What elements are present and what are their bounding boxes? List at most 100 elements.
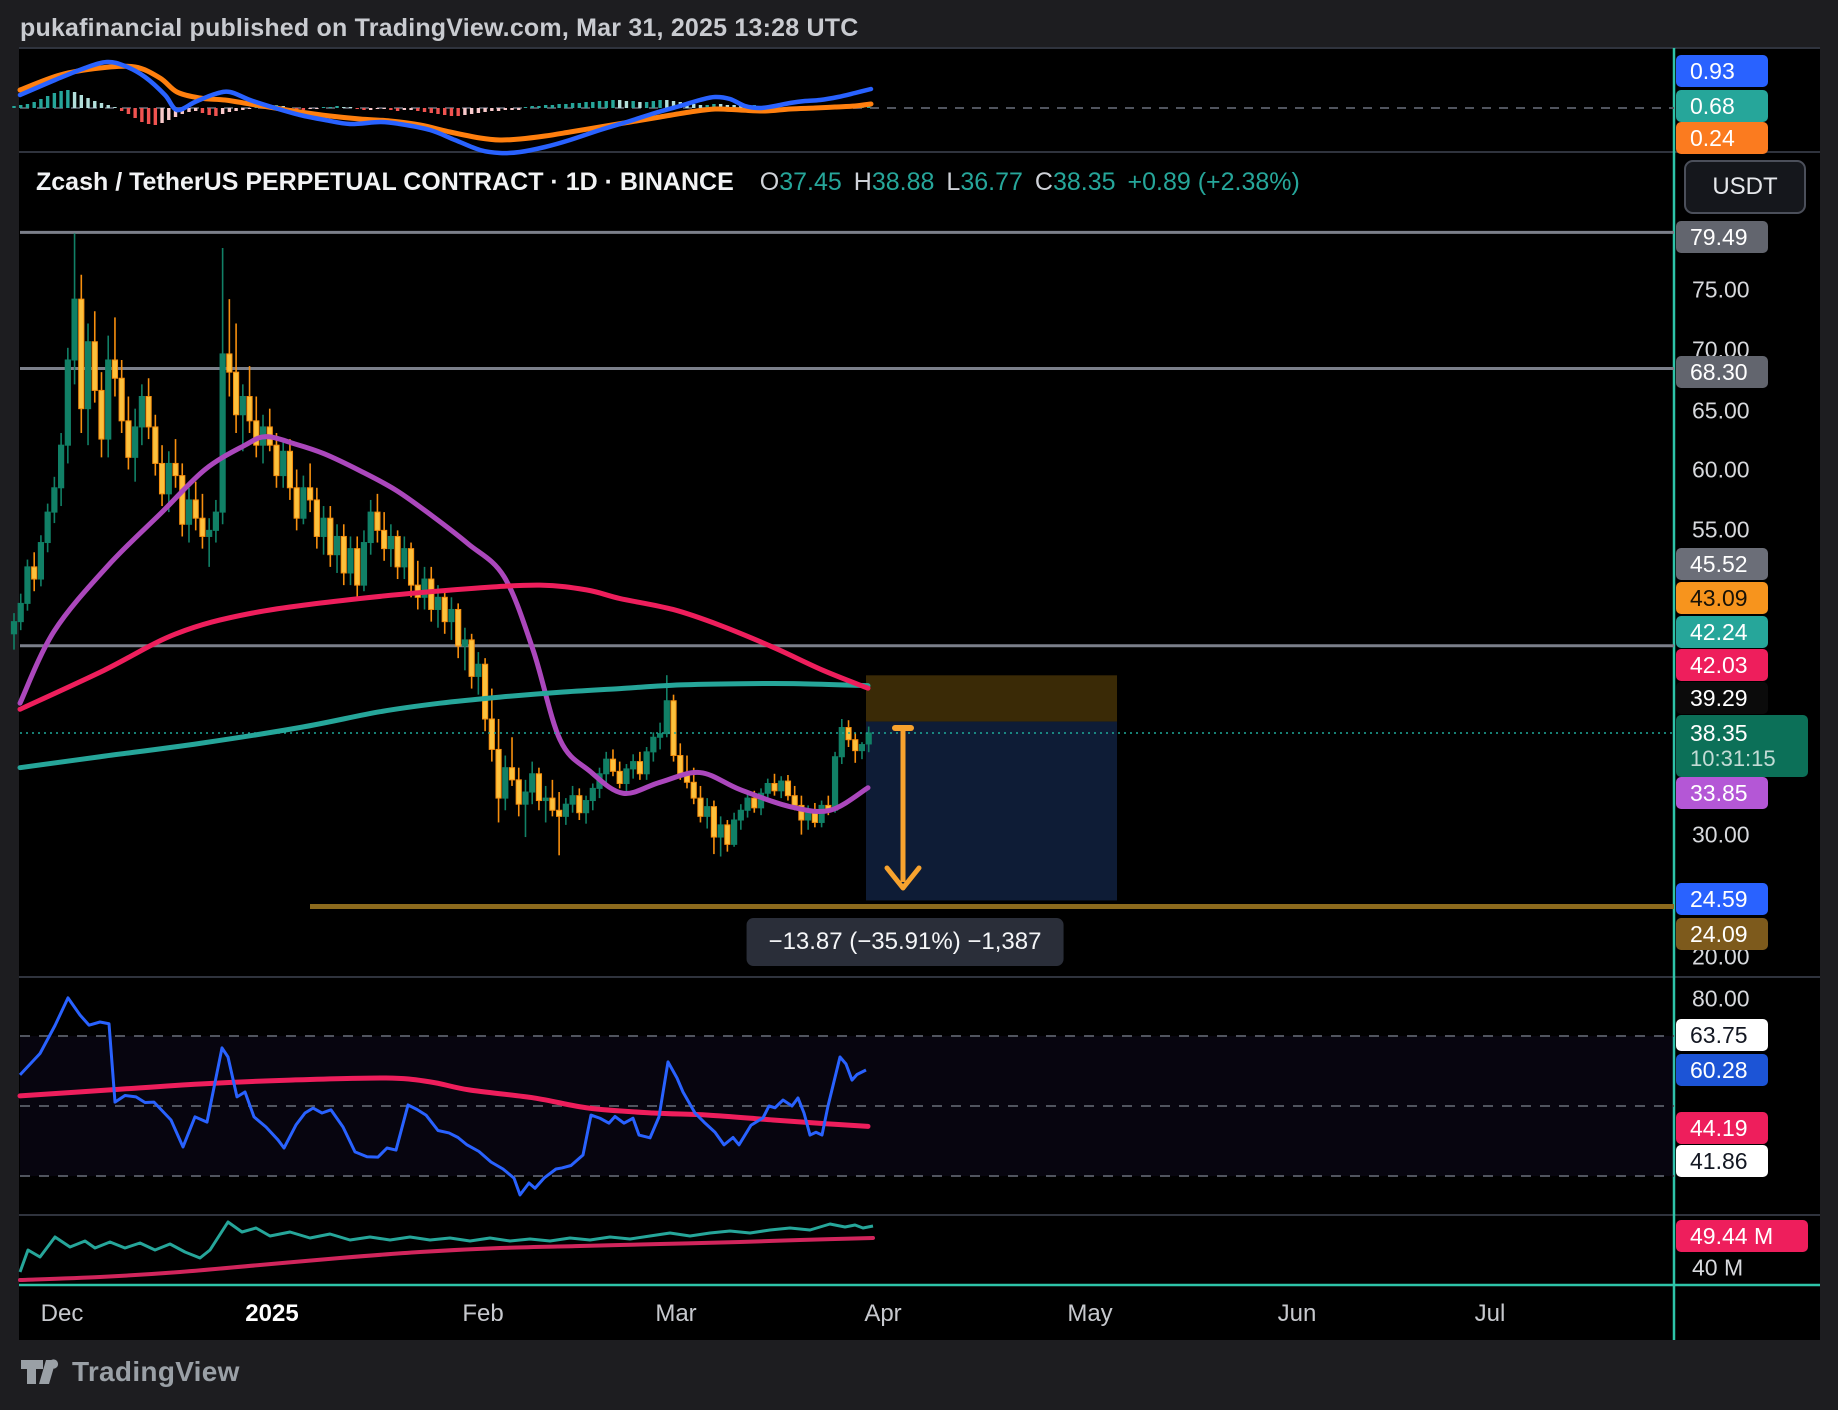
- candle: [172, 462, 179, 477]
- candle: [455, 608, 462, 647]
- projection-upper-zone[interactable]: [866, 675, 1117, 722]
- macd-hist-bar: [577, 103, 582, 108]
- price-badge-4944: 49.44 M: [1676, 1220, 1808, 1252]
- candle: [522, 791, 529, 805]
- macd-hist-bar: [328, 107, 333, 108]
- currency-toggle-button[interactable]: USDT: [1684, 160, 1806, 214]
- macd-hist-bar: [93, 101, 97, 108]
- candle: [421, 578, 428, 598]
- candle: [448, 608, 455, 623]
- attribution-text: pukafinancial published on TradingView.c…: [20, 14, 859, 42]
- macd-hist-bar: [564, 104, 568, 108]
- macd-hist-bar: [557, 104, 561, 108]
- macd-hist-bar: [39, 99, 43, 108]
- candle: [737, 809, 744, 821]
- candle: [441, 596, 448, 623]
- macd-hist-bar: [301, 108, 306, 110]
- candle: [515, 779, 522, 805]
- macd-hist-bar: [348, 107, 353, 108]
- candle: [273, 444, 280, 477]
- macd-hist-bar: [119, 108, 124, 111]
- candle: [125, 420, 132, 458]
- candle: [434, 596, 442, 610]
- macd-hist-bar: [382, 108, 386, 109]
- macd-hist-bar: [523, 107, 528, 108]
- candle: [44, 511, 51, 544]
- macd-hist-bar: [443, 108, 447, 115]
- countdown-timer: 10:31:15: [1690, 746, 1776, 771]
- candle: [488, 718, 495, 750]
- candle: [340, 535, 347, 574]
- candle: [636, 761, 643, 775]
- macd-hist-bar: [705, 105, 709, 108]
- macd-hist-bar: [698, 105, 703, 108]
- macd-hist-bar: [66, 90, 70, 108]
- tradingview-logo-icon: [21, 1359, 59, 1384]
- price-badge-3385: 33.85: [1676, 777, 1768, 809]
- candle: [744, 797, 751, 811]
- candle: [293, 487, 300, 519]
- candle: [165, 462, 172, 495]
- macd-hist-bar: [227, 108, 232, 112]
- candle: [138, 395, 145, 428]
- candle: [630, 761, 637, 770]
- high-label: H: [853, 168, 872, 196]
- macd-hist-bar: [692, 104, 696, 108]
- candle: [556, 809, 563, 817]
- time-tick-2025: 2025: [245, 1300, 299, 1327]
- macd-hist-bar: [416, 108, 420, 111]
- candle: [232, 371, 240, 416]
- rsi-ma-line: [17, 1075, 871, 1129]
- macd-hist-bar: [86, 98, 90, 108]
- candle: [771, 783, 778, 792]
- candle: [37, 542, 45, 580]
- candle: [778, 780, 785, 792]
- rsi-line: [18, 996, 867, 1197]
- candle: [58, 444, 65, 489]
- macd-hist-bar: [469, 108, 474, 114]
- macd-hist-bar: [658, 100, 662, 108]
- candle: [367, 511, 374, 544]
- macd-hist-bar: [651, 101, 656, 108]
- change-value: +0.89 (+2.38%): [1127, 168, 1300, 196]
- candle: [643, 751, 650, 775]
- macd-hist-bar: [517, 108, 521, 110]
- candle: [64, 359, 71, 446]
- candle: [253, 420, 260, 446]
- macd-hist-bar: [456, 108, 460, 116]
- price-tick-label: 30.00: [1692, 821, 1750, 848]
- macd-hist-bar: [140, 108, 144, 122]
- candle: [562, 803, 569, 817]
- low-value: 36.77: [960, 168, 1023, 196]
- candle: [724, 824, 731, 845]
- macd-hist-bar: [12, 106, 16, 108]
- macd-hist-bar: [543, 105, 548, 108]
- volume-ma-pink-line: [18, 1236, 875, 1282]
- measure-tool-label[interactable]: −13.87 (−35.91%) −1,387: [746, 918, 1064, 966]
- candle: [71, 298, 78, 361]
- macd-signal-line: [17, 63, 874, 143]
- measure-arrow[interactable]: [884, 725, 922, 891]
- candle: [199, 517, 206, 537]
- candle: [650, 736, 657, 753]
- projection-lower-zone[interactable]: [866, 721, 1117, 901]
- attribution-bar: pukafinancial published on TradingView.c…: [20, 14, 858, 43]
- candle: [468, 639, 475, 677]
- candle: [394, 535, 401, 568]
- rsi-panel: [17, 996, 1674, 1197]
- price-badge-068: 0.68: [1676, 90, 1768, 122]
- candle: [360, 542, 368, 586]
- candle: [858, 744, 866, 752]
- time-tick-jun: Jun: [1277, 1300, 1317, 1327]
- macd-hist-bar: [483, 108, 487, 112]
- macd-hist-bar: [591, 102, 595, 108]
- price-badge-7949: 79.49: [1676, 221, 1768, 253]
- macd-hist-bar: [597, 101, 602, 108]
- price-tick-label: 60.00: [1692, 456, 1750, 483]
- candle: [731, 819, 738, 845]
- price-badge-6028: 60.28: [1676, 1054, 1768, 1086]
- volume-panel: [18, 1220, 875, 1282]
- time-tick-jul: Jul: [1474, 1300, 1506, 1327]
- macd-hist-bar: [671, 101, 676, 108]
